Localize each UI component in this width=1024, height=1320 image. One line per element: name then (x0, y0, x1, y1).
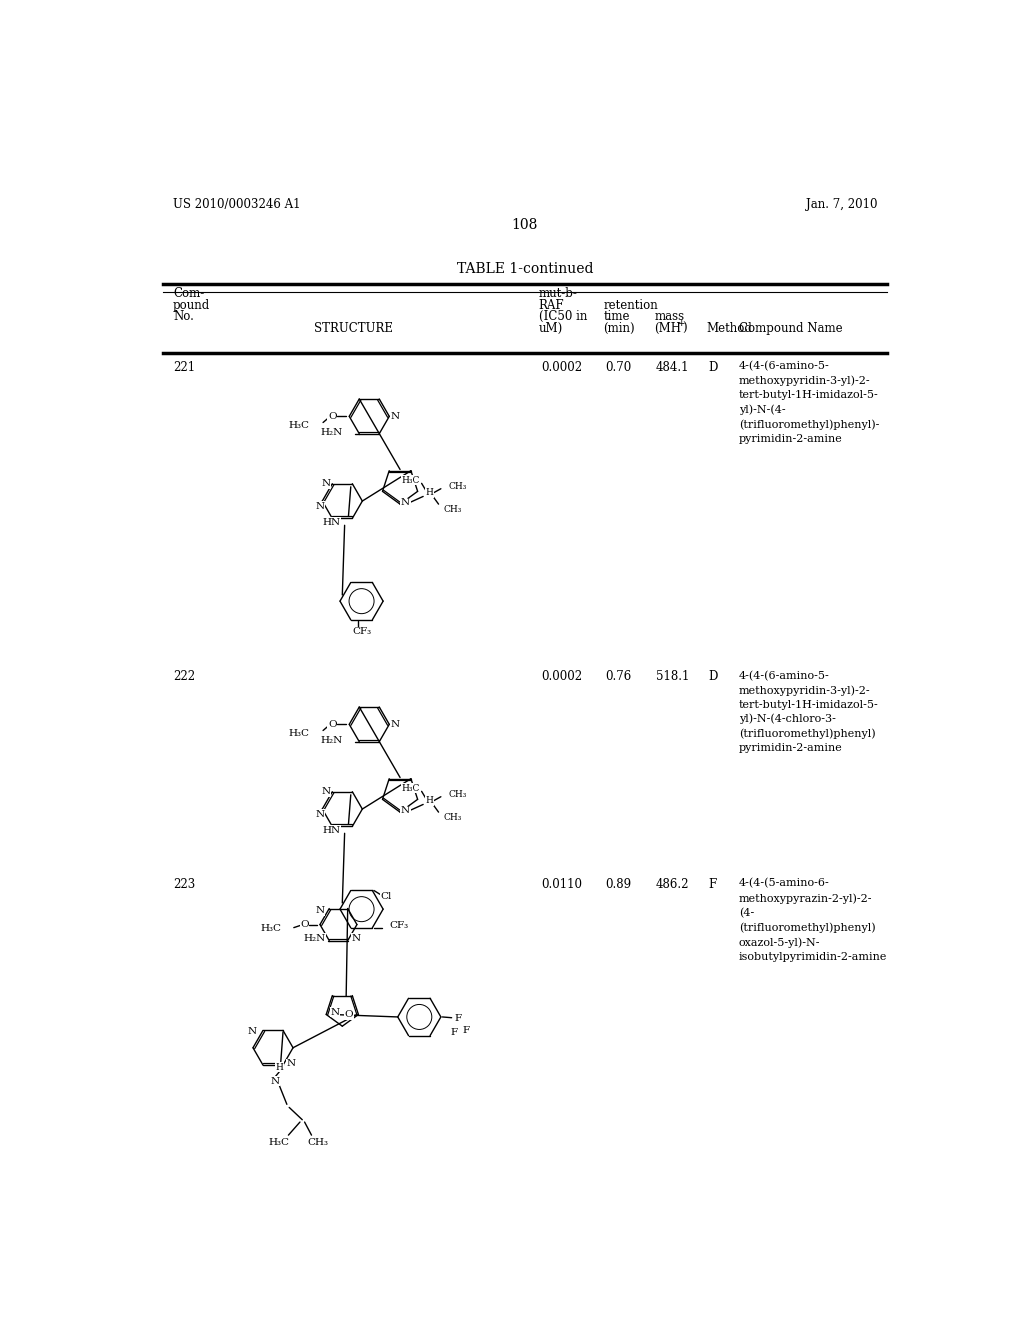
Text: STRUCTURE: STRUCTURE (314, 322, 393, 335)
Text: 4-(4-(6-amino-5-
methoxypyridin-3-yl)-2-
tert-butyl-1H-imidazol-5-
yl)-N-(4-
(tr: 4-(4-(6-amino-5- methoxypyridin-3-yl)-2-… (739, 360, 880, 444)
Text: US 2010/0003246 A1: US 2010/0003246 A1 (173, 198, 300, 211)
Text: N: N (400, 498, 410, 507)
Text: 484.1: 484.1 (655, 360, 689, 374)
Text: H₃C: H₃C (268, 1138, 290, 1147)
Text: O: O (328, 719, 337, 729)
Text: TABLE 1-continued: TABLE 1-continued (457, 263, 593, 276)
Text: 0.0110: 0.0110 (541, 878, 582, 891)
Text: H₃C: H₃C (288, 729, 309, 738)
Text: F: F (451, 1028, 458, 1036)
Text: N: N (248, 1027, 257, 1036)
Text: CF₃: CF₃ (352, 627, 371, 636)
Text: 4-(4-(5-amino-6-
methoxypyrazin-2-yl)-2-
(4-
(trifluoromethyl)phenyl)
oxazol-5-y: 4-(4-(5-amino-6- methoxypyrazin-2-yl)-2-… (739, 878, 887, 962)
Text: 0.70: 0.70 (605, 360, 631, 374)
Text: 0.76: 0.76 (605, 671, 631, 684)
Text: mut-b-: mut-b- (539, 286, 578, 300)
Text: F: F (455, 1014, 462, 1023)
Text: 518.1: 518.1 (655, 671, 689, 684)
Text: N: N (351, 933, 360, 942)
Text: 0.89: 0.89 (605, 878, 631, 891)
Text: N: N (390, 719, 399, 729)
Text: +: + (677, 319, 685, 329)
Text: mass: mass (654, 310, 684, 323)
Text: N: N (322, 479, 331, 488)
Text: 221: 221 (173, 360, 195, 374)
Text: HN: HN (323, 826, 341, 834)
Text: H₂N: H₂N (321, 735, 342, 744)
Text: O: O (300, 920, 309, 929)
Text: H₂N: H₂N (321, 428, 342, 437)
Text: pound: pound (173, 298, 210, 312)
Text: 108: 108 (512, 218, 538, 232)
Text: H: H (425, 488, 433, 498)
Text: 0.0002: 0.0002 (541, 360, 582, 374)
Text: Method: Method (707, 322, 753, 335)
Text: (IC50 in: (IC50 in (539, 310, 587, 323)
Text: uM): uM) (539, 322, 563, 335)
Text: H₃C: H₃C (260, 924, 282, 933)
Text: time: time (603, 310, 630, 323)
Text: 222: 222 (173, 671, 195, 684)
Text: N: N (315, 810, 325, 818)
Text: D: D (708, 671, 718, 684)
Text: (min): (min) (603, 322, 635, 335)
Text: N: N (322, 787, 331, 796)
Text: 4-(4-(6-amino-5-
methoxypyridin-3-yl)-2-
tert-butyl-1H-imidazol-5-
yl)-N-(4-chlo: 4-(4-(6-amino-5- methoxypyridin-3-yl)-2-… (739, 671, 879, 754)
Text: H: H (275, 1063, 283, 1072)
Text: H₃C: H₃C (401, 475, 420, 484)
Text: N: N (331, 1007, 340, 1016)
Text: F: F (708, 878, 717, 891)
Text: HN: HN (323, 517, 341, 527)
Text: F: F (463, 1027, 470, 1035)
Text: N: N (315, 907, 325, 915)
Text: O: O (328, 412, 337, 421)
Text: Jan. 7, 2010: Jan. 7, 2010 (806, 198, 878, 211)
Text: CH₃: CH₃ (449, 789, 467, 799)
Text: H₃C: H₃C (288, 421, 309, 430)
Text: D: D (708, 360, 718, 374)
Text: CH₃: CH₃ (449, 482, 467, 491)
Text: H₂N: H₂N (303, 933, 326, 942)
Text: CH₃: CH₃ (443, 813, 462, 822)
Text: N: N (287, 1059, 296, 1068)
Text: Com-: Com- (173, 286, 204, 300)
Text: N: N (270, 1077, 280, 1086)
Text: N: N (390, 412, 399, 421)
Text: CH₃: CH₃ (307, 1138, 328, 1147)
Text: RAF: RAF (539, 298, 564, 312)
Text: 0.0002: 0.0002 (541, 671, 582, 684)
Text: N: N (400, 807, 410, 814)
Text: ): ) (682, 322, 686, 335)
Text: No.: No. (173, 310, 194, 323)
Text: 486.2: 486.2 (655, 878, 689, 891)
Text: N: N (315, 502, 325, 511)
Text: CH₃: CH₃ (443, 506, 462, 513)
Text: CF₃: CF₃ (389, 921, 409, 931)
Text: O: O (344, 1010, 353, 1019)
Text: H: H (425, 796, 433, 805)
Text: Compound Name: Compound Name (739, 322, 843, 335)
Text: (MH: (MH (654, 322, 681, 335)
Text: retention: retention (603, 298, 658, 312)
Text: H₃C: H₃C (401, 784, 420, 793)
Text: Cl: Cl (380, 892, 391, 902)
Text: 223: 223 (173, 878, 196, 891)
